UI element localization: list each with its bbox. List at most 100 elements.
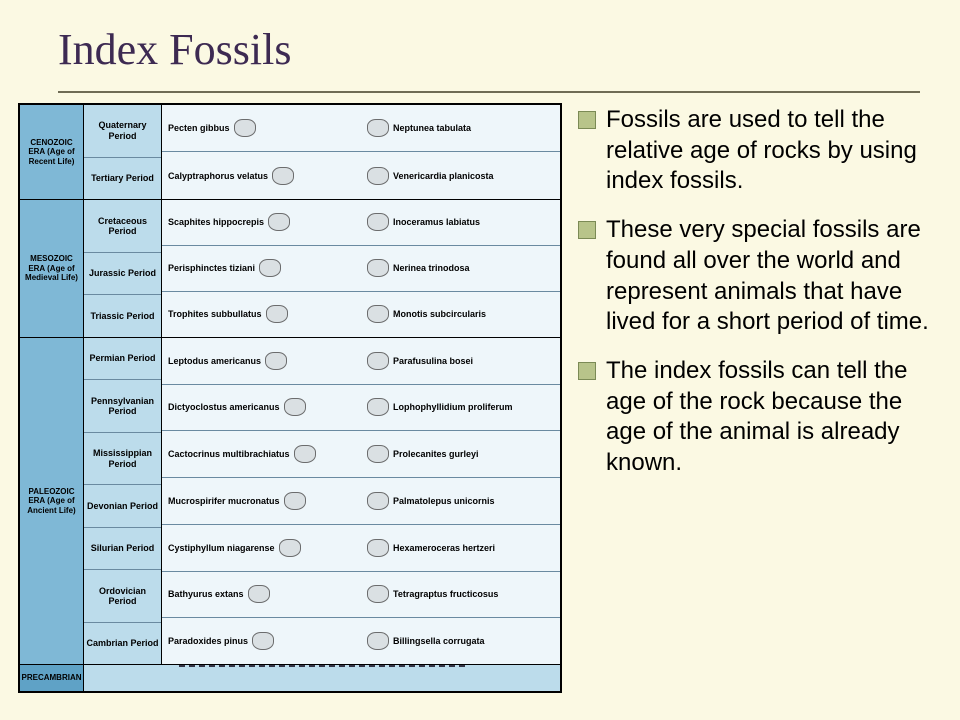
fossil-name: Scaphites hippocrepis xyxy=(168,217,264,227)
fossil-column: Pecten gibbus Neptunea tabulata Calyptraph… xyxy=(162,105,560,199)
period-column: Cretaceous PeriodJurassic PeriodTriassic… xyxy=(84,200,162,337)
fossil-icon xyxy=(367,213,389,231)
fossil-row: Cactocrinus multibrachiatus Prolecanites … xyxy=(162,431,560,478)
fossil-icon xyxy=(367,445,389,463)
chart-body: CENOZOIC ERA (Age of Recent Life)Quatern… xyxy=(20,105,560,665)
fossil-cell-left: Cystiphyllum niagarense xyxy=(162,525,361,571)
fossil-cell-left: Trophites subbullatus xyxy=(162,292,361,337)
period-cell: Quaternary Period xyxy=(84,105,161,158)
fossil-row: Perisphinctes tiziani Nerinea trinodosa xyxy=(162,246,560,292)
bullet-square-icon xyxy=(578,111,596,129)
fossil-name: Dictyoclostus americanus xyxy=(168,402,280,412)
fossil-name: Monotis subcircularis xyxy=(393,309,486,319)
period-cell: Ordovician Period xyxy=(84,570,161,623)
fossil-name: Prolecanites gurleyi xyxy=(393,449,479,459)
bullet-item: The index fossils can tell the age of th… xyxy=(578,356,932,479)
fossil-row: Paradoxides pinus Billingsella corrugata xyxy=(162,618,560,664)
period-cell: Permian Period xyxy=(84,338,161,380)
fossil-name: Calyptraphorus velatus xyxy=(168,171,268,181)
fossil-cell-right: Nerinea trinodosa xyxy=(361,246,560,291)
fossil-row: Calyptraphorus velatus Venericardia plani… xyxy=(162,152,560,198)
period-cell: Jurassic Period xyxy=(84,253,161,296)
fossil-icon xyxy=(367,259,389,277)
bullet-item: Fossils are used to tell the relative ag… xyxy=(578,105,932,197)
fossil-name: Neptunea tabulata xyxy=(393,123,471,133)
era-group: MESOZOIC ERA (Age of Medieval Life)Creta… xyxy=(20,200,560,338)
fossil-icon xyxy=(284,398,306,416)
fossil-icon xyxy=(265,352,287,370)
fossil-row: Mucrospirifer mucronatusPalmatolepus uni… xyxy=(162,478,560,525)
slide-title: Index Fossils xyxy=(18,24,932,85)
title-rule xyxy=(58,91,920,93)
fossil-icon xyxy=(266,305,288,323)
precambrian-row: PRECAMBRIAN xyxy=(20,665,560,691)
bullet-square-icon xyxy=(578,221,596,239)
fossil-icon xyxy=(367,539,389,557)
fossil-row: Leptodus americanus Parafusulina bosei xyxy=(162,338,560,385)
period-cell: Mississippian Period xyxy=(84,433,161,486)
precambrian-body xyxy=(84,665,560,691)
fossil-name: Perisphinctes tiziani xyxy=(168,263,255,273)
period-cell: Pennsylvanian Period xyxy=(84,380,161,433)
fossil-icon xyxy=(284,492,306,510)
bullet-text: These very special fossils are found all… xyxy=(606,215,932,338)
era-group: PALEOZOIC ERA (Age of Ancient Life)Permi… xyxy=(20,338,560,665)
period-cell: Tertiary Period xyxy=(84,158,161,199)
fossil-cell-right: Parafusulina bosei xyxy=(361,338,560,384)
fossil-row: Dictyoclostus americanus Lophophyllidium … xyxy=(162,385,560,432)
period-cell: Silurian Period xyxy=(84,528,161,570)
fossil-row: Trophites subbullatus Monotis subcircular… xyxy=(162,292,560,337)
fossil-cell-left: Pecten gibbus xyxy=(162,105,361,151)
fossil-cell-left: Cactocrinus multibrachiatus xyxy=(162,431,361,477)
era-group: CENOZOIC ERA (Age of Recent Life)Quatern… xyxy=(20,105,560,200)
period-cell: Devonian Period xyxy=(84,485,161,527)
era-label: CENOZOIC ERA (Age of Recent Life) xyxy=(20,105,84,199)
fossil-row: Scaphites hippocrepis Inoceramus labiatus xyxy=(162,200,560,246)
fossil-name: Hexameroceras hertzeri xyxy=(393,543,495,553)
fossil-name: Paradoxides pinus xyxy=(168,636,248,646)
fossil-cell-right: Neptunea tabulata xyxy=(361,105,560,151)
fossil-column: Leptodus americanus Parafusulina bosei Dic… xyxy=(162,338,560,664)
period-cell: Triassic Period xyxy=(84,295,161,337)
fossil-cell-right: Tetragraptus fructicosus xyxy=(361,572,560,618)
fossil-cell-right: Hexameroceras hertzeri xyxy=(361,525,560,571)
fossil-name: Nerinea trinodosa xyxy=(393,263,470,273)
fossil-name: Trophites subbullatus xyxy=(168,309,262,319)
bullet-square-icon xyxy=(578,362,596,380)
fossil-cell-right: Monotis subcircularis xyxy=(361,292,560,337)
fossil-name: Lophophyllidium proliferum xyxy=(393,402,513,412)
fossil-cell-left: Scaphites hippocrepis xyxy=(162,200,361,245)
fossil-icon xyxy=(367,119,389,137)
fossil-cell-left: Calyptraphorus velatus xyxy=(162,152,361,198)
fossil-row: Bathyurus extansTetragraptus fructicosus xyxy=(162,572,560,619)
fossil-cell-right: Prolecanites gurleyi xyxy=(361,431,560,477)
bullet-item: These very special fossils are found all… xyxy=(578,215,932,338)
fossil-icon xyxy=(272,167,294,185)
fossil-column: Scaphites hippocrepis Inoceramus labiatus… xyxy=(162,200,560,337)
period-cell: Cambrian Period xyxy=(84,623,161,664)
fossil-cell-left: Mucrospirifer mucronatus xyxy=(162,478,361,524)
fossil-cell-left: Dictyoclostus americanus xyxy=(162,385,361,431)
bullet-text: Fossils are used to tell the relative ag… xyxy=(606,105,932,197)
fossil-icon xyxy=(367,585,389,603)
fossil-icon xyxy=(268,213,290,231)
fossil-icon xyxy=(367,398,389,416)
fossil-cell-right: Palmatolepus unicornis xyxy=(361,478,560,524)
fossil-cell-right: Billingsella corrugata xyxy=(361,618,560,664)
period-cell: Cretaceous Period xyxy=(84,200,161,253)
fossil-name: Cactocrinus multibrachiatus xyxy=(168,449,290,459)
fossil-name: Leptodus americanus xyxy=(168,356,261,366)
fossil-name: Pecten gibbus xyxy=(168,123,230,133)
fossil-name: Venericardia planicosta xyxy=(393,171,494,181)
bullet-text: The index fossils can tell the age of th… xyxy=(606,356,932,479)
fossil-row: Cystiphyllum niagarense Hexameroceras her… xyxy=(162,525,560,572)
fossil-name: Inoceramus labiatus xyxy=(393,217,480,227)
fossil-name: Parafusulina bosei xyxy=(393,356,473,366)
fossil-icon xyxy=(234,119,256,137)
bullet-list: Fossils are used to tell the relative ag… xyxy=(578,103,932,693)
fossil-icon xyxy=(248,585,270,603)
fossil-icon xyxy=(367,632,389,650)
fossil-cell-left: Perisphinctes tiziani xyxy=(162,246,361,291)
fossil-icon xyxy=(294,445,316,463)
era-label: PALEOZOIC ERA (Age of Ancient Life) xyxy=(20,338,84,664)
